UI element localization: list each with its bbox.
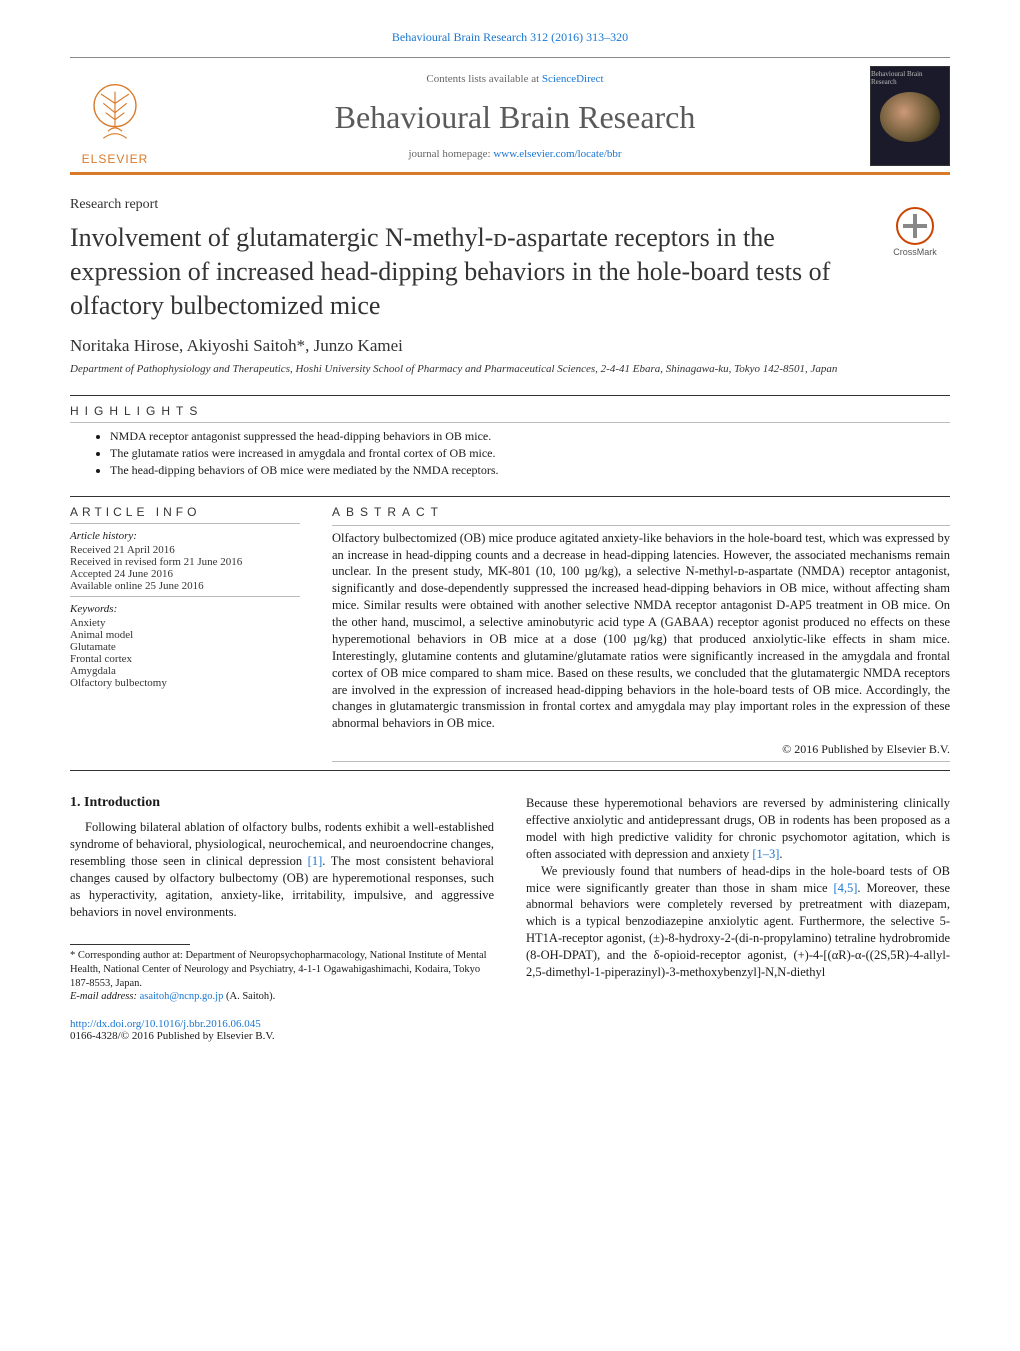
elsevier-tree-icon: [80, 80, 150, 150]
top-citation: Behavioural Brain Research 312 (2016) 31…: [70, 30, 950, 45]
footnote-rule: [70, 944, 190, 945]
divider: [70, 523, 300, 524]
divider: [332, 525, 950, 526]
cover-thumb-title: Behavioural Brain Research: [871, 71, 949, 86]
email-link[interactable]: asaitoh@ncnp.go.jp: [140, 991, 224, 1002]
history-line: Accepted 24 June 2016: [70, 568, 300, 580]
section-label: Research report: [70, 197, 868, 213]
body-right-column: Because these hyperemotional behaviors a…: [526, 795, 950, 1004]
crossmark-badge[interactable]: CrossMark: [880, 207, 950, 257]
keyword: Glutamate: [70, 641, 300, 653]
ref-link[interactable]: [1]: [308, 854, 323, 868]
crossmark-icon: [896, 207, 934, 245]
keywords-heading: Keywords:: [70, 603, 300, 615]
homepage-line: journal homepage: www.elsevier.com/locat…: [160, 148, 870, 160]
info-abstract-row: ARTICLE INFO Article history: Received 2…: [70, 505, 950, 767]
email-label: E-mail address:: [70, 991, 140, 1002]
history-line: Received in revised form 21 June 2016: [70, 556, 300, 568]
history-heading: Article history:: [70, 530, 300, 542]
body-text: Because these hyperemotional behaviors a…: [526, 795, 950, 981]
abstract-text: Olfactory bulbectomized (OB) mice produc…: [332, 530, 950, 733]
email-suffix: (A. Saitoh).: [223, 991, 275, 1002]
publisher-logo: ELSEVIER: [70, 66, 160, 166]
crossmark-label: CrossMark: [893, 247, 937, 257]
history-line: Available online 25 June 2016: [70, 580, 300, 592]
divider: [70, 496, 950, 497]
journal-title: Behavioural Brain Research: [160, 99, 870, 136]
abstract-heading: ABSTRACT: [332, 505, 950, 519]
homepage-url[interactable]: www.elsevier.com/locate/bbr: [493, 148, 621, 160]
article-header: Research report Involvement of glutamate…: [70, 197, 950, 332]
article-title: Involvement of glutamatergic N-methyl-ᴅ-…: [70, 221, 868, 322]
body-span: .: [779, 847, 782, 861]
keyword: Animal model: [70, 629, 300, 641]
keyword: Olfactory bulbectomy: [70, 677, 300, 689]
highlights-heading: HIGHLIGHTS: [70, 404, 950, 418]
page-root: Behavioural Brain Research 312 (2016) 31…: [0, 0, 1020, 1082]
keyword: Frontal cortex: [70, 653, 300, 665]
body-text: Following bilateral ablation of olfactor…: [70, 819, 494, 920]
highlight-item: The head-dipping behaviors of OB mice we…: [110, 463, 950, 478]
journal-cover-thumb: Behavioural Brain Research: [870, 66, 950, 166]
abstract-column: ABSTRACT Olfactory bulbectomized (OB) mi…: [332, 505, 950, 767]
publisher-name: ELSEVIER: [82, 152, 149, 166]
homepage-prefix: journal homepage:: [408, 148, 493, 160]
doi-footer: http://dx.doi.org/10.1016/j.bbr.2016.06.…: [70, 1018, 950, 1042]
masthead: ELSEVIER Contents lists available at Sci…: [70, 57, 950, 175]
history-line: Received 21 April 2016: [70, 544, 300, 556]
ref-link[interactable]: [1–3]: [752, 847, 779, 861]
divider: [70, 395, 950, 396]
divider: [332, 761, 950, 762]
body-left-column: 1. Introduction Following bilateral abla…: [70, 795, 494, 1004]
section-heading-intro: 1. Introduction: [70, 795, 494, 811]
keyword: Anxiety: [70, 617, 300, 629]
footnotes: * Corresponding author at: Department of…: [70, 949, 494, 1004]
contents-available: Contents lists available at ScienceDirec…: [160, 73, 870, 85]
issn-copyright: 0166-4328/© 2016 Published by Elsevier B…: [70, 1030, 275, 1042]
masthead-center: Contents lists available at ScienceDirec…: [160, 66, 870, 166]
body-columns: 1. Introduction Following bilateral abla…: [70, 795, 950, 1004]
author-list: Noritaka Hirose, Akiyoshi Saitoh*, Junzo…: [70, 336, 950, 356]
cover-thumb-image: [880, 92, 940, 142]
divider: [70, 422, 950, 423]
contents-prefix: Contents lists available at: [426, 73, 541, 85]
highlights-list: NMDA receptor antagonist suppressed the …: [70, 429, 950, 478]
highlight-item: The glutamate ratios were increased in a…: [110, 446, 950, 461]
body-span: . Moreover, these abnormal behaviors wer…: [526, 881, 950, 979]
article-info: ARTICLE INFO Article history: Received 2…: [70, 505, 300, 767]
highlight-item: NMDA receptor antagonist suppressed the …: [110, 429, 950, 444]
corr-author-note: * Corresponding author at: Department of…: [70, 949, 494, 990]
ref-link[interactable]: [4,5]: [833, 881, 857, 895]
affiliation: Department of Pathophysiology and Therap…: [70, 362, 950, 376]
keyword: Amygdala: [70, 665, 300, 677]
abstract-copyright: © 2016 Published by Elsevier B.V.: [332, 742, 950, 757]
divider: [70, 596, 300, 597]
email-line: E-mail address: asaitoh@ncnp.go.jp (A. S…: [70, 990, 494, 1004]
divider: [70, 770, 950, 771]
sciencedirect-link[interactable]: ScienceDirect: [542, 73, 604, 85]
body-span: Because these hyperemotional behaviors a…: [526, 796, 950, 861]
doi-link[interactable]: http://dx.doi.org/10.1016/j.bbr.2016.06.…: [70, 1018, 261, 1030]
article-info-heading: ARTICLE INFO: [70, 505, 300, 519]
